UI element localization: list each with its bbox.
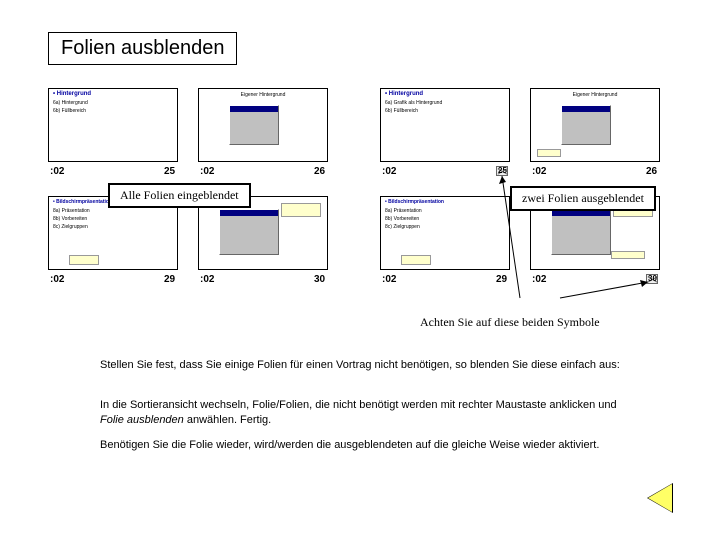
body-p2: In die Sortieransicht wechseln, Folie/Fo… bbox=[100, 398, 640, 428]
thumb-title: • Hintergrund bbox=[49, 89, 177, 99]
slide-number: 30 bbox=[648, 274, 657, 283]
thumb-line: 6a) Hintergrund bbox=[49, 99, 177, 107]
body-p1: Stellen Sie fest, dass Sie einige Folien… bbox=[100, 358, 640, 373]
panel-two-hidden: • Hintergrund 6a) Grafik als Hintergrund… bbox=[380, 88, 672, 306]
slide-number: 25 bbox=[498, 166, 507, 175]
thumb-line: 6a) Grafik als Hintergrund bbox=[381, 99, 509, 107]
slide-thumb-25: • Hintergrund 6a) Grafik als Hintergrund… bbox=[380, 88, 510, 162]
timing-label: :02 bbox=[200, 274, 214, 285]
body-p2-text: In die Sortieransicht wechseln, Folie/Fo… bbox=[100, 399, 617, 426]
slide-number: 29 bbox=[496, 274, 507, 285]
back-arrow-button[interactable] bbox=[648, 484, 672, 512]
callout-icon bbox=[537, 149, 561, 157]
thumb-line: 6b) Füllbereich bbox=[381, 107, 509, 115]
slide-thumb-26: Eigener Hintergrund bbox=[530, 88, 660, 162]
callout-icon bbox=[281, 203, 321, 217]
dialog-icon bbox=[219, 209, 279, 255]
thumb-line: 8a) Präsentation bbox=[49, 207, 177, 215]
thumb-line: 8c) Zielgruppen bbox=[381, 223, 509, 231]
thumb-line: 8b) Vorbereiten bbox=[381, 215, 509, 223]
timing-label: :02 bbox=[382, 166, 396, 177]
slide-number: 29 bbox=[164, 274, 175, 285]
slide-thumb-26: Eigener Hintergrund bbox=[198, 88, 328, 162]
callout-icon bbox=[69, 255, 99, 265]
thumb-line: 8a) Präsentation bbox=[381, 207, 509, 215]
timing-label: :02 bbox=[200, 166, 214, 177]
timing-label: :02 bbox=[50, 166, 64, 177]
panel-all-visible: • Hintergrund 6a) Hintergrund 6b) Füllbe… bbox=[48, 88, 340, 306]
thumb-line: 8b) Vorbereiten bbox=[49, 215, 177, 223]
callout-icon bbox=[401, 255, 431, 265]
dialog-icon bbox=[229, 105, 279, 145]
body-p3: Benötigen Sie die Folie wieder, wird/wer… bbox=[100, 438, 640, 453]
dialog-icon bbox=[551, 209, 611, 255]
callout-icon bbox=[611, 251, 645, 259]
slide-number: 25 bbox=[164, 166, 175, 177]
thumb-line: Eigener Hintergrund bbox=[199, 91, 327, 99]
slide-number: 30 bbox=[314, 274, 325, 285]
slide-number: 26 bbox=[314, 166, 325, 177]
page-title: Folien ausblenden bbox=[48, 32, 237, 65]
comparison-panels: • Hintergrund 6a) Hintergrund 6b) Füllbe… bbox=[48, 88, 672, 306]
slide-thumb-25: • Hintergrund 6a) Hintergrund 6b) Füllbe… bbox=[48, 88, 178, 162]
symbol-note: Achten Sie auf diese beiden Symbole bbox=[420, 315, 600, 330]
thumb-title: • Bildschirmpräsentation bbox=[381, 197, 509, 207]
timing-label: :02 bbox=[532, 274, 546, 285]
caption-two-hidden: zwei Folien ausgeblendet bbox=[510, 186, 656, 211]
slide-thumb-29: • Bildschirmpräsentation 8a) Präsentatio… bbox=[380, 196, 510, 270]
timing-label: :02 bbox=[50, 274, 64, 285]
thumb-line: 8c) Zielgruppen bbox=[49, 223, 177, 231]
slide-number: 26 bbox=[646, 166, 657, 177]
thumb-title: • Hintergrund bbox=[381, 89, 509, 99]
thumb-line: Eigener Hintergrund bbox=[531, 91, 659, 99]
thumb-line: 6b) Füllbereich bbox=[49, 107, 177, 115]
timing-label: :02 bbox=[382, 274, 396, 285]
caption-all-visible: Alle Folien eingeblendet bbox=[108, 183, 251, 208]
dialog-icon bbox=[561, 105, 611, 145]
timing-label: :02 bbox=[532, 166, 546, 177]
